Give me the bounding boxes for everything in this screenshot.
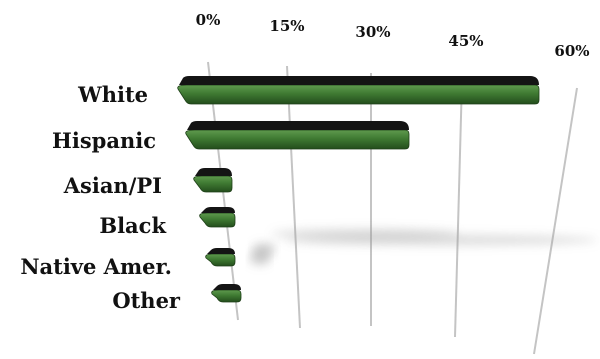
bar-cap-asian-pi	[195, 168, 232, 176]
bar-body-native-amer	[205, 253, 236, 267]
category-label-white: White	[77, 82, 148, 107]
bar-shadows	[249, 229, 598, 265]
category-label-black: Black	[99, 213, 166, 238]
x-tick-label-15: 15%	[269, 17, 304, 35]
category-label-native-amer: Native Amer.	[20, 254, 172, 279]
bar-cap-native-amer	[207, 248, 235, 254]
category-labels: White Hispanic Asian/PI Black Native Ame…	[20, 82, 181, 313]
x-tick-label-0: 0%	[196, 11, 221, 29]
x-tick-label-45: 45%	[448, 32, 483, 50]
category-label-asian-pi: Asian/PI	[63, 173, 162, 198]
gridlines	[207, 61, 578, 355]
bar-shadow-other	[249, 255, 270, 265]
bar-hispanic	[185, 121, 410, 150]
bar-body-other	[211, 289, 242, 303]
bar-body-white	[177, 84, 540, 105]
x-tick-label-60: 60%	[554, 42, 589, 60]
gridline-60	[533, 87, 578, 355]
bar-cap-hispanic	[187, 121, 409, 130]
bar-cap-black	[201, 207, 235, 213]
bar-black	[199, 207, 236, 228]
bar-other	[211, 284, 242, 303]
category-label-hispanic: Hispanic	[52, 128, 156, 153]
x-tick-labels: 0% 15% 30% 45% 60%	[196, 11, 590, 60]
bars	[177, 76, 540, 303]
bar-shadow-hispanic	[271, 229, 460, 239]
category-label-other: Other	[112, 288, 181, 313]
bar-asian-pi	[193, 168, 233, 193]
bar-body-black	[199, 212, 236, 228]
gridline-45	[454, 79, 463, 338]
x-tick-label-30: 30%	[355, 23, 390, 41]
bar-cap-other	[213, 284, 241, 290]
bar-body-asian-pi	[193, 175, 233, 193]
gridline-15	[286, 65, 301, 329]
bar-white	[177, 76, 540, 105]
bar-cap-white	[179, 76, 539, 85]
bar-native-amer	[205, 248, 236, 267]
bar-body-hispanic	[185, 129, 410, 150]
